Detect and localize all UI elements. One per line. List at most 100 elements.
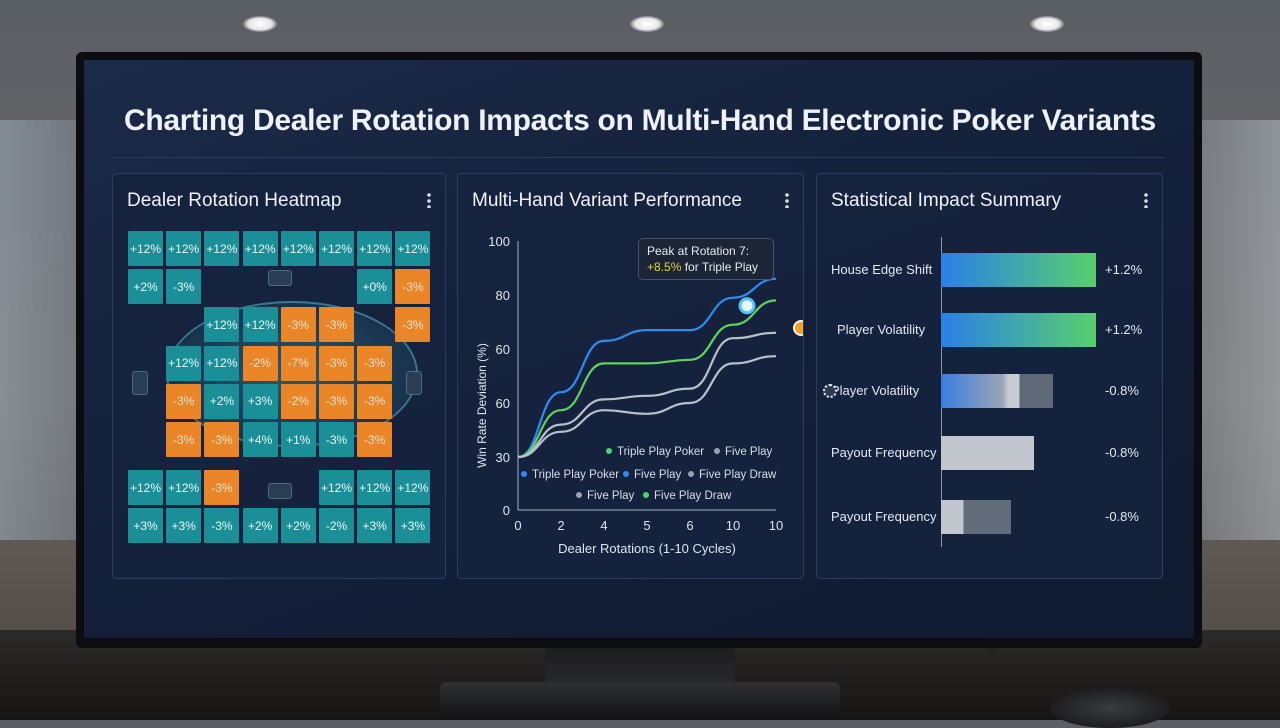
heatmap-cell: +3% (242, 383, 278, 419)
heatmap-grid: +12% +12% +12% +12% +12% +12% +12% +12% +2% -3% +0… (128, 231, 431, 560)
legend-entry[interactable]: Triple Play Poker (606, 446, 704, 458)
player-seat (132, 371, 148, 395)
stat-value: +1.2% (1105, 262, 1143, 277)
x-tick-label: 4 (600, 518, 607, 533)
heatmap-cell: +12% (319, 470, 354, 506)
legend-swatch (606, 448, 612, 454)
dashboard-title: Charting Dealer Rotation Impacts on Mult… (124, 104, 1156, 137)
legend-swatch (643, 492, 649, 498)
player-seat (268, 483, 292, 499)
y-tick-label: 80 (496, 288, 510, 303)
heatmap-cell: -3% (395, 307, 431, 343)
more-options-icon[interactable] (1144, 192, 1148, 208)
legend-entry[interactable]: Five Play Draw (688, 469, 776, 481)
series-line (517, 277, 777, 459)
heatmap-cell: +3% (357, 508, 393, 544)
player-seat (406, 371, 422, 395)
x-tick-label: 0 (514, 518, 521, 533)
heatmap-cell: -3% (357, 345, 393, 381)
monitor-stand (545, 640, 735, 690)
volatility-icon (823, 384, 837, 398)
legend-label: Five Play Draw (699, 469, 777, 481)
y-tick-label: 100 (488, 234, 510, 249)
stat-label: House Edge Shift (831, 262, 933, 277)
ceiling-light (1030, 16, 1064, 32)
legend-entry[interactable]: Five Play Draw (643, 490, 731, 502)
heatmap-cell: -3% (204, 422, 240, 457)
heatmap-cell: -2% (242, 345, 278, 381)
monitor-stand-base (440, 682, 840, 720)
variant-panel: Multi-Hand Variant Performance 0 30 60 60 80… (457, 173, 804, 579)
heatmap-cell: -3% (395, 269, 431, 305)
heatmap-cell: +12% (357, 470, 393, 506)
stats-panel: Statistical Impact Summary House Edge Sh… (816, 173, 1163, 579)
more-options-icon[interactable] (427, 192, 431, 208)
heatmap-cell: -3% (319, 307, 354, 343)
legend-entry[interactable]: Five Play (576, 490, 634, 502)
heatmap-cell: +12% (280, 231, 316, 266)
x-tick-label: 10 (726, 518, 740, 533)
y-tick-label: 60 (496, 396, 510, 411)
heatmap-panel: Dealer Rotation Heatmap +12% +12% +12% +12%… (112, 173, 446, 579)
legend-swatch (688, 471, 694, 477)
monitor-screen: Charting Dealer Rotation Impacts on Mult… (84, 60, 1194, 638)
office-window (1200, 120, 1280, 540)
stat-label: Payout Frequency (831, 509, 937, 524)
y-tick-label: 30 (496, 450, 510, 465)
tooltip-text: for Triple Play (681, 260, 759, 274)
heatmap-cell: -7% (280, 345, 316, 381)
heatmap-cell: +12% (204, 307, 240, 343)
heatmap-cell: +12% (319, 231, 354, 266)
heatmap-cell: +1% (280, 422, 316, 457)
stat-label: Payout Frequency (831, 445, 937, 460)
heatmap-panel-title: Dealer Rotation Heatmap (127, 190, 342, 211)
heatmap-cell: -3% (319, 383, 354, 419)
stat-label: Player Volatility (831, 383, 920, 398)
x-axis-label: Dealer Rotations (1-10 Cycles) (558, 541, 736, 556)
poker-chip-icon (793, 320, 803, 336)
x-tick-label: 10 (769, 518, 783, 533)
heatmap-cell: +2% (204, 383, 240, 419)
more-options-icon[interactable] (785, 192, 789, 208)
heatmap-cell: -3% (204, 508, 240, 544)
heatmap-cell: +12% (242, 307, 278, 343)
legend-entry[interactable]: Five Play (623, 469, 681, 481)
legend-label: Triple Play Poker (617, 446, 705, 458)
title-divider (112, 157, 1164, 158)
ceiling-light (630, 16, 664, 32)
heatmap-cell: -3% (357, 383, 393, 419)
heatmap-cell: +12% (395, 231, 431, 266)
heatmap-cell: +12% (204, 231, 240, 266)
heatmap-cell: +12% (242, 231, 278, 266)
y-axis-label: Win Rate Deviation (%) (475, 343, 489, 468)
stat-value: -0.8% (1105, 383, 1139, 398)
series-line (517, 299, 777, 459)
series-line (517, 355, 777, 459)
legend-swatch (623, 471, 629, 477)
power-button[interactable] (986, 648, 996, 654)
heatmap-cell: +12% (128, 470, 163, 506)
x-tick-label: 5 (643, 518, 650, 533)
heatmap-cell: +12% (166, 231, 202, 266)
variant-line-chart: 0 30 60 60 80 100 0 2 4 5 6 10 10 Dealer Rotations (1… (475, 234, 803, 556)
legend-entry[interactable]: Five Play (714, 446, 772, 458)
legend-label: Triple Play Poker (532, 469, 620, 481)
computer-mouse (1050, 688, 1170, 728)
stat-value: -0.8% (1105, 445, 1139, 460)
stat-label: Player Volatility (837, 322, 926, 337)
office-window (0, 120, 80, 540)
heatmap-cell: +3% (166, 508, 202, 544)
heatmap-cell: +12% (166, 345, 202, 381)
legend-label: Five Play Draw (654, 490, 732, 502)
heatmap-cell: +2% (128, 269, 163, 305)
stat-bar (941, 253, 1096, 287)
peak-tooltip: Peak at Rotation 7: +8.5% for Triple Pla… (638, 238, 774, 280)
heatmap-cell: +0% (357, 269, 393, 305)
y-tick-label: 60 (496, 342, 510, 357)
legend-label: Five Play (587, 490, 635, 502)
heatmap-cell: -3% (166, 269, 202, 305)
x-tick-label: 2 (557, 518, 564, 533)
ceiling-light (243, 16, 277, 32)
heatmap-cell: -3% (319, 422, 354, 457)
legend-entry[interactable]: Triple Play Poker (521, 469, 619, 481)
